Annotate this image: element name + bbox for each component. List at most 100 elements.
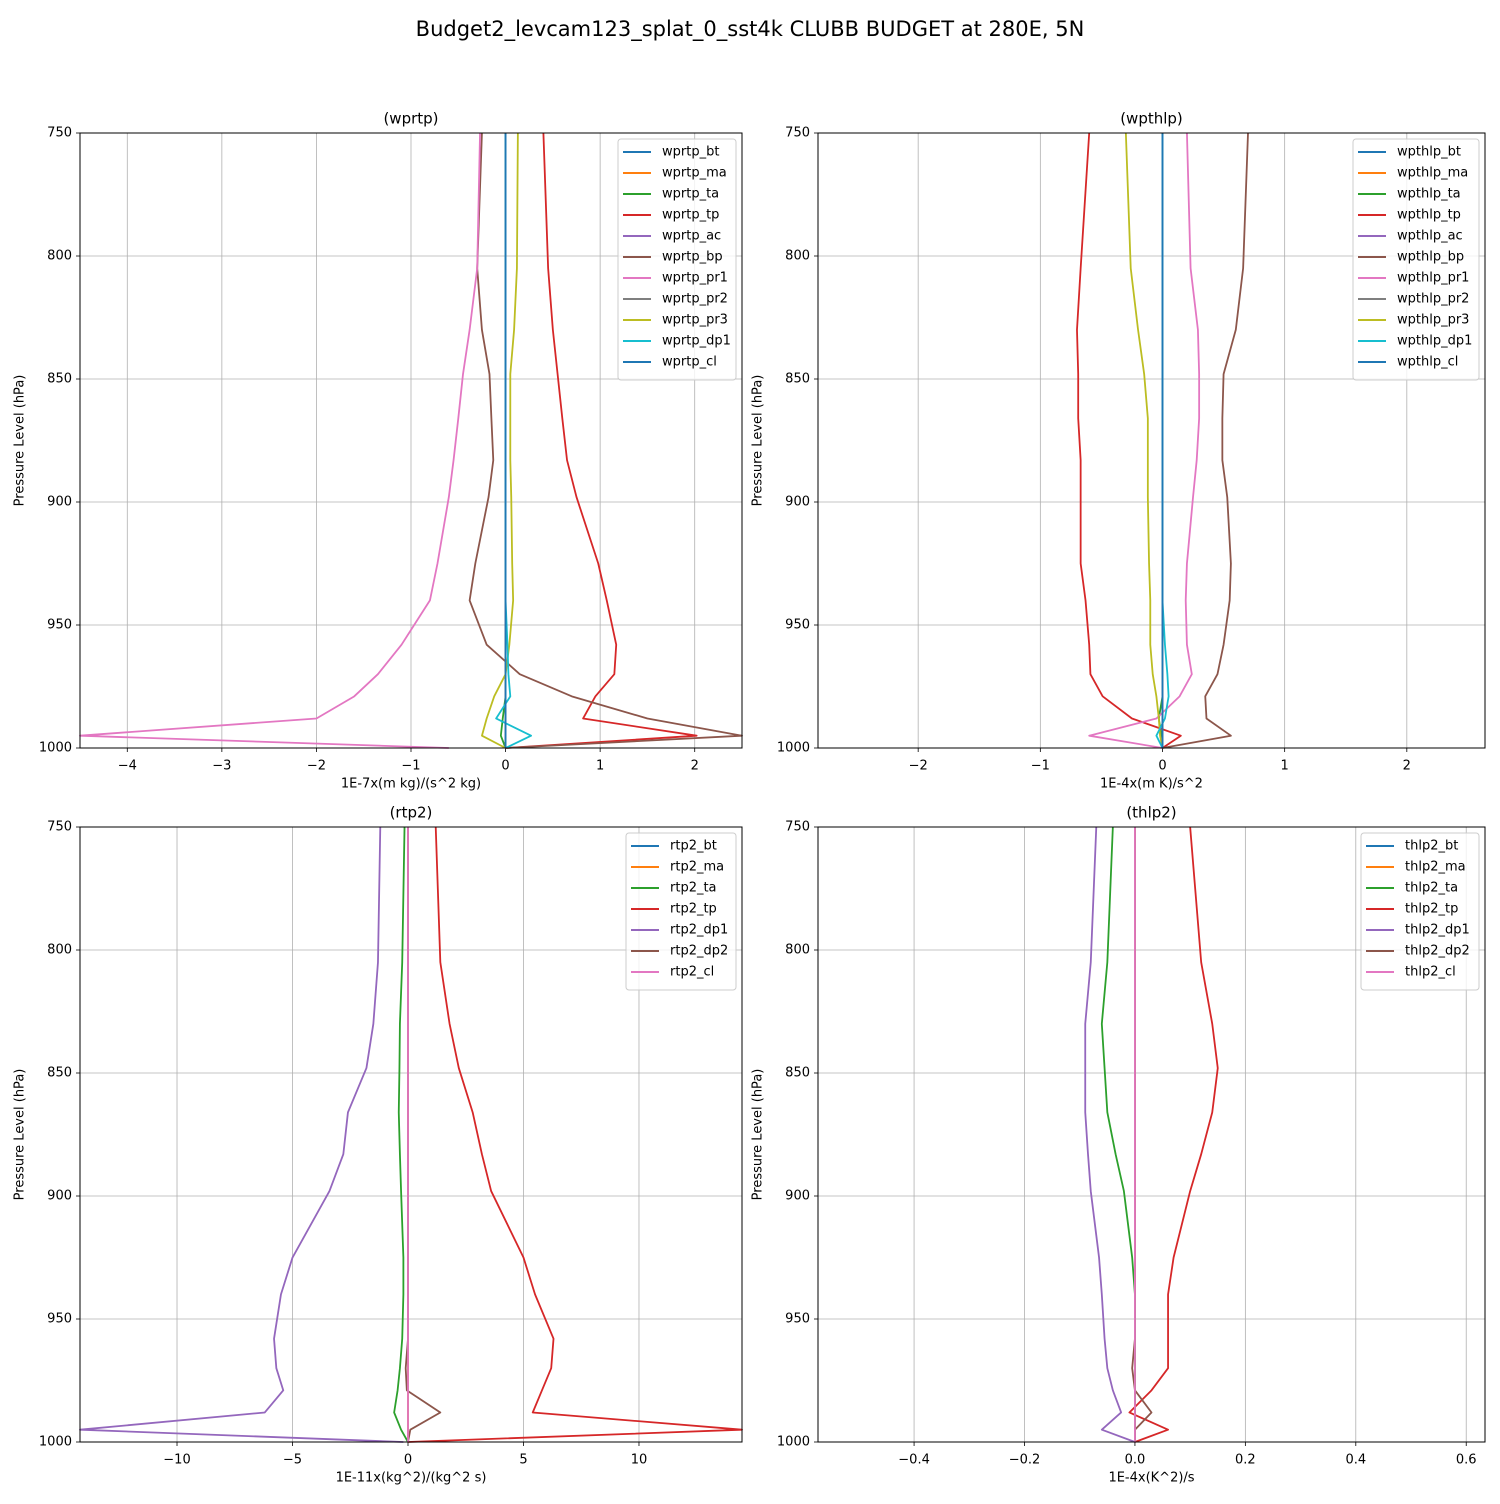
y-tick-label: 850: [785, 1066, 810, 1081]
x-tick-label: −1: [1031, 759, 1050, 774]
x-axis-label: 1E-4x(m K)/s^2: [1100, 777, 1203, 792]
y-tick-label: 1000: [39, 1435, 72, 1450]
plot-frame: [817, 132, 1486, 749]
legend-label: wprtp_ta: [662, 187, 719, 202]
y-tick-label: 1000: [777, 741, 810, 756]
subplot-title: (rtp2): [390, 804, 433, 822]
x-axis-label: 1E-7x(m kg)/(s^2 kg): [341, 777, 481, 792]
x-tick-label: −1: [401, 759, 420, 774]
legend-label: rtp2_dp2: [670, 944, 728, 959]
legend-label: wprtp_bp: [662, 250, 723, 265]
series-line: [1084, 826, 1136, 1443]
y-tick-label: 800: [47, 943, 72, 958]
y-tick-label: 950: [785, 618, 810, 633]
y-tick-label: 950: [47, 618, 72, 633]
y-tick-label: 900: [47, 495, 72, 510]
series-line: [79, 826, 404, 1443]
legend-label: rtp2_ta: [670, 881, 717, 896]
x-tick-label: 10: [631, 1453, 648, 1468]
legend-label: rtp2_bt: [670, 839, 717, 854]
legend-label: wpthlp_pr1: [1397, 271, 1469, 286]
x-tick-label: 0: [501, 759, 509, 774]
x-axis-label: 1E-11x(kg^2)/(kg^2 s): [336, 1471, 487, 1486]
x-tick-label: −4: [118, 759, 137, 774]
legend-label: wprtp_dp1: [662, 334, 731, 349]
legend-label: rtp2_ma: [670, 860, 724, 875]
legend-label: wprtp_pr2: [662, 292, 728, 307]
legend-label: wpthlp_pr3: [1397, 313, 1469, 328]
legend-label: wprtp_ac: [662, 229, 721, 244]
subplot: −4 −3 −2 −1 0 1 2 750 800 850 900 950 1000 (wprtp) 1E-…: [13, 110, 743, 792]
figure-title: Budget2_levcam123_splat_0_sst4k CLUBB BU…: [416, 17, 1085, 42]
legend-label: wpthlp_tp: [1397, 208, 1461, 223]
y-tick-label: 1000: [777, 1435, 810, 1450]
y-tick-label: 750: [785, 820, 810, 835]
series-line: [505, 132, 698, 749]
legend-label: wprtp_ma: [662, 166, 727, 181]
x-tick-label: −10: [163, 1453, 190, 1468]
series-line: [79, 132, 481, 749]
y-tick-label: 850: [47, 372, 72, 387]
y-axis-label: Pressure Level (hPa): [13, 375, 28, 507]
legend-label: rtp2_cl: [670, 965, 714, 980]
y-tick-label: 850: [785, 372, 810, 387]
subplot-title: (wprtp): [383, 110, 438, 128]
legend-label: wprtp_bt: [662, 145, 719, 160]
series-line: [468, 132, 743, 749]
x-tick-label: 0.0: [1125, 1453, 1146, 1468]
subplot-title: (wpthlp): [1120, 110, 1183, 128]
y-tick-label: 950: [47, 1312, 72, 1327]
x-tick-label: −5: [283, 1453, 302, 1468]
subplot-title: (thlp2): [1126, 804, 1176, 822]
x-tick-label: −3: [212, 759, 231, 774]
series-line: [393, 826, 409, 1443]
y-tick-label: 900: [47, 1189, 72, 1204]
x-tick-label: 5: [519, 1453, 527, 1468]
y-tick-label: 900: [785, 495, 810, 510]
series-line: [481, 132, 519, 749]
legend-label: thlp2_bt: [1405, 839, 1458, 854]
legend-label: wpthlp_pr2: [1397, 292, 1469, 307]
legend-label: wpthlp_ma: [1397, 166, 1468, 181]
legend-label: wpthlp_dp1: [1397, 334, 1472, 349]
legend-label: wpthlp_cl: [1397, 355, 1458, 370]
y-tick-label: 1000: [39, 741, 72, 756]
legend-label: wpthlp_ac: [1397, 229, 1463, 244]
y-axis-label: Pressure Level (hPa): [13, 1069, 28, 1201]
y-tick-label: 750: [785, 126, 810, 141]
x-tick-label: 0: [404, 1453, 412, 1468]
x-axis-label: 1E-4x(K^2)/s: [1108, 1471, 1194, 1486]
legend-label: thlp2_cl: [1405, 965, 1456, 980]
y-tick-label: 800: [47, 249, 72, 264]
x-tick-label: 0.2: [1235, 1453, 1256, 1468]
legend-label: wprtp_pr3: [662, 313, 728, 328]
legend-label: rtp2_dp1: [670, 923, 728, 938]
x-tick-label: 0.4: [1345, 1453, 1366, 1468]
legend-label: thlp2_dp2: [1405, 944, 1470, 959]
legend-label: wprtp_pr1: [662, 271, 728, 286]
y-tick-label: 800: [785, 249, 810, 264]
plot-frame: [79, 132, 743, 749]
x-tick-label: −2: [909, 759, 928, 774]
subplot: −10 −5 0 5 10 750 800 850 900 950 1000 (rtp2) 1E-11x…: [13, 804, 743, 1486]
x-tick-label: −0.2: [1009, 1453, 1041, 1468]
x-tick-label: 1: [596, 759, 604, 774]
x-tick-label: 0.6: [1456, 1453, 1477, 1468]
x-tick-label: 1: [1281, 759, 1289, 774]
legend-label: thlp2_dp1: [1405, 923, 1470, 938]
legend-label: wprtp_cl: [662, 355, 717, 370]
y-tick-label: 800: [785, 943, 810, 958]
series-line: [1088, 132, 1201, 749]
legend-label: rtp2_tp: [670, 902, 717, 917]
plot-frame: [79, 826, 743, 1443]
x-tick-label: −2: [307, 759, 326, 774]
legend-label: thlp2_ma: [1405, 860, 1466, 875]
series-line: [1162, 132, 1249, 749]
plot-frame: [817, 826, 1486, 1443]
y-tick-label: 900: [785, 1189, 810, 1204]
legend-label: thlp2_ta: [1405, 881, 1458, 896]
legend-label: wprtp_tp: [662, 208, 719, 223]
x-tick-label: 2: [1403, 759, 1411, 774]
